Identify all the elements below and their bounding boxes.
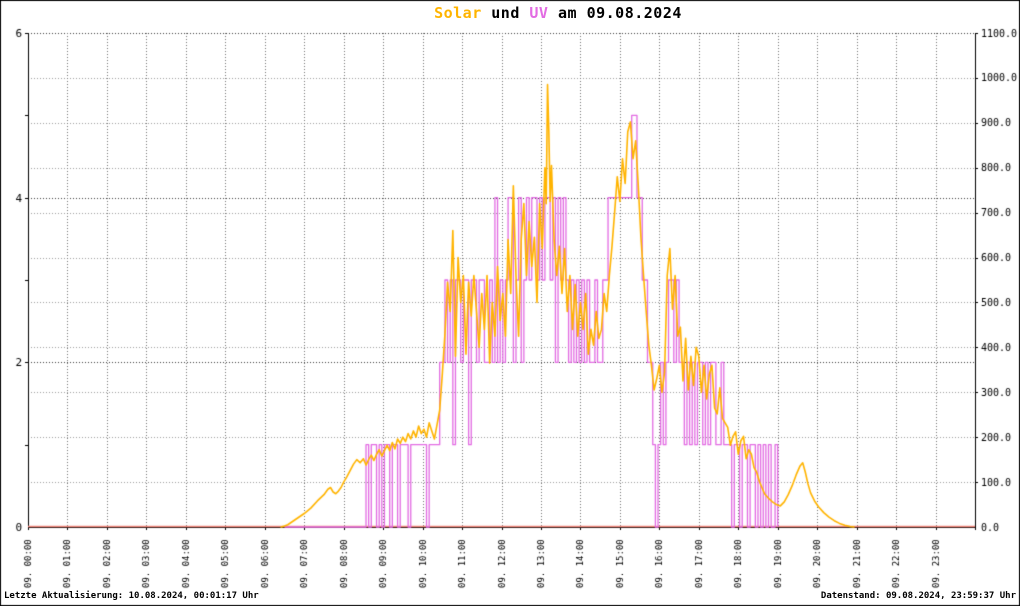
title-solar-label: Solar (434, 4, 482, 22)
title-separator: und (481, 4, 530, 22)
last-update-text: Letzte Aktualisierung: 10.08.2024, 00:01… (2, 591, 261, 601)
data-timestamp-text: Datenstand: 09.08.2024, 23:59:37 Uhr (818, 591, 1018, 601)
chart-title: Solar und UV am 09.08.2024 (0, 4, 1020, 22)
title-date: am 09.08.2024 (548, 4, 682, 22)
title-uv-label: UV (529, 4, 549, 22)
